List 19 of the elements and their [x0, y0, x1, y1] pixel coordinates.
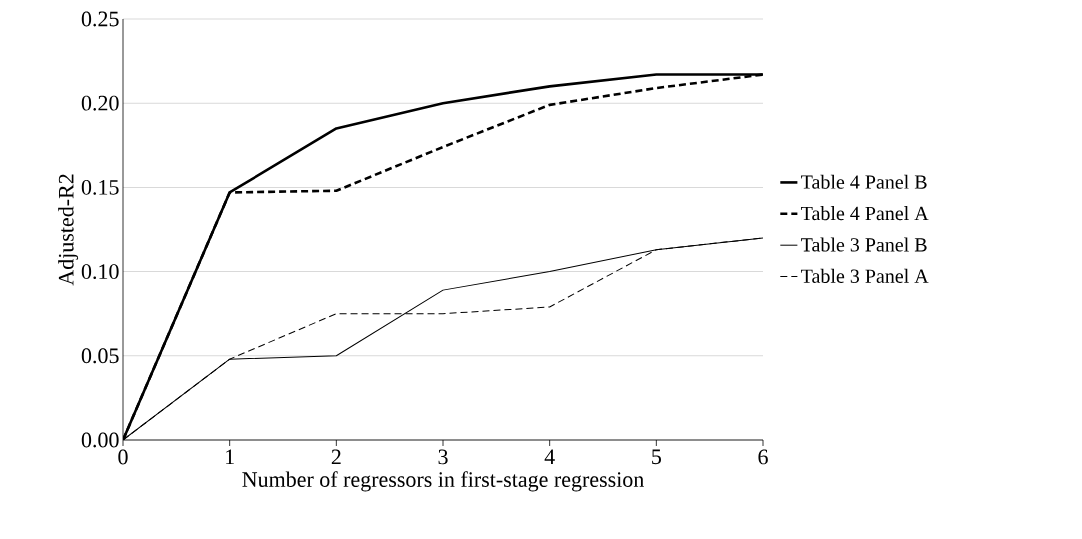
x-tick-label: 4 — [544, 449, 555, 465]
y-tick-label: 0.10 — [81, 264, 119, 280]
x-tick-label: 3 — [438, 449, 448, 465]
y-axis-title: Adjusted-R2 — [58, 174, 79, 286]
y-tick-label: 0.25 — [81, 11, 119, 27]
legend-label: Table 4 Panel B — [801, 174, 927, 189]
x-tick-label: 1 — [226, 449, 234, 465]
x-tick-label: 6 — [758, 449, 768, 465]
legend-label: Table 3 Panel B — [801, 237, 927, 252]
x-tick-label: 0 — [118, 449, 128, 465]
legend-label: Table 3 Panel A — [801, 268, 929, 283]
x-tick-label: 2 — [331, 449, 341, 465]
y-tick-label: 0.20 — [81, 95, 119, 111]
x-axis-title: Number of regressors in first-stage regression — [242, 471, 644, 492]
y-tick-label: 0.15 — [81, 179, 119, 195]
legend-label: Table 4 Panel A — [801, 206, 929, 221]
y-tick-label: 0.05 — [81, 348, 119, 364]
x-tick-label: 5 — [652, 449, 661, 465]
y-tick-label: 0.00 — [81, 432, 119, 448]
